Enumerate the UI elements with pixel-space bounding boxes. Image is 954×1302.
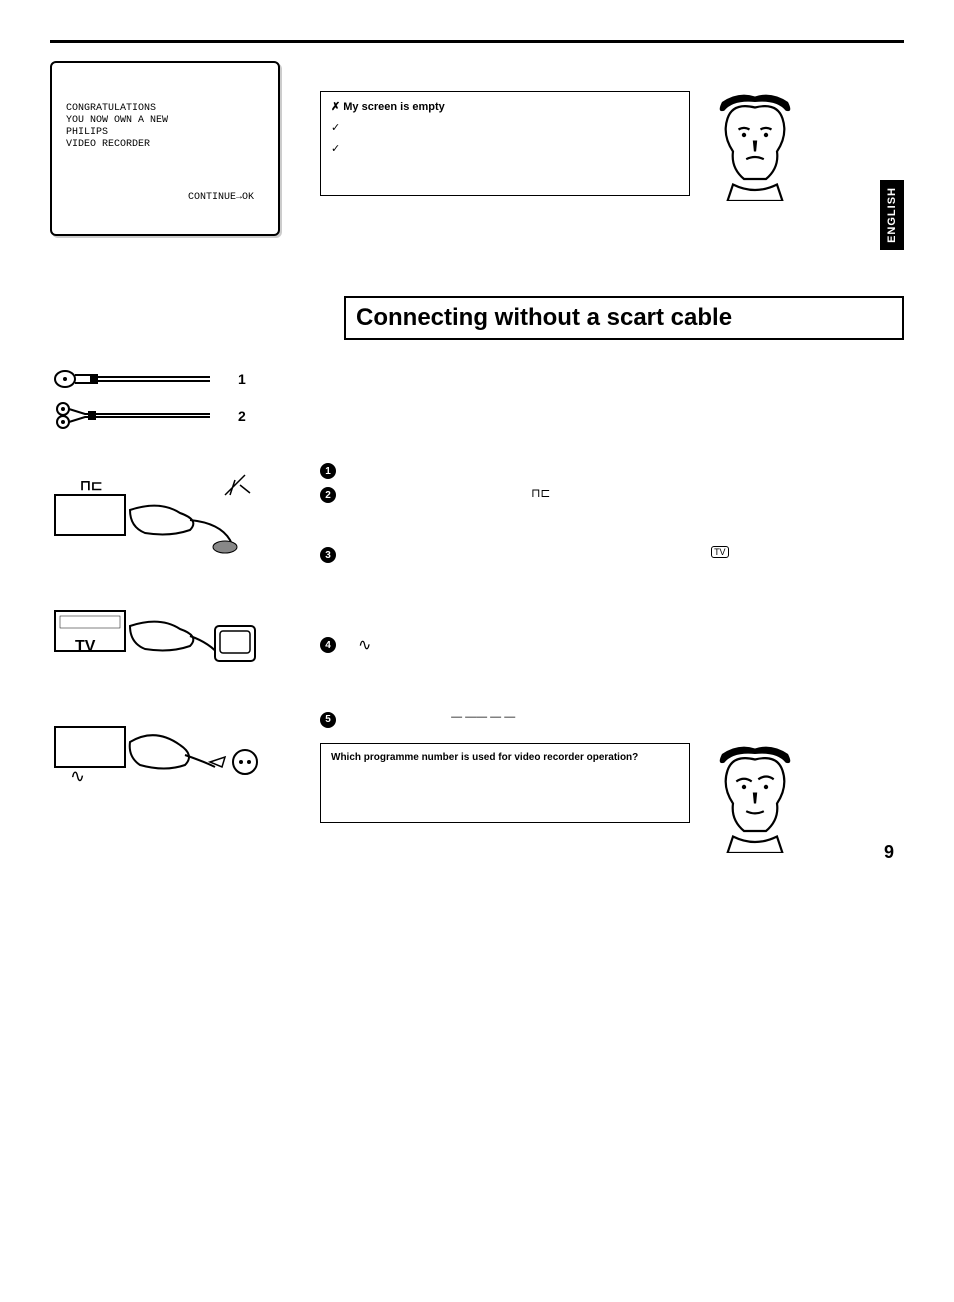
tv-line-4: VIDEO RECORDER <box>66 139 264 151</box>
tip-box-screen-empty: ✗ My screen is empty ✓ ✓ <box>320 91 690 196</box>
svg-text:TV: TV <box>75 638 96 655</box>
intro-text <box>320 360 904 375</box>
cable-illustration-1: 1 <box>50 364 290 394</box>
step-text-5: — —— — — <box>348 710 515 728</box>
tv-continue: CONTINUE→OK <box>66 192 264 204</box>
step-text-2: ⊓⊏ <box>348 485 550 503</box>
svg-text:⊓⊏: ⊓⊏ <box>80 477 103 493</box>
step-number-3: 3 <box>320 547 336 563</box>
tv-line-1: CONGRATULATIONS <box>66 103 264 115</box>
tip2-question: Which programme number is used for video… <box>331 752 679 763</box>
page-number: 9 <box>884 842 894 863</box>
svg-text:∿: ∿ <box>70 766 85 786</box>
hand-illustration-power: ∿ <box>50 697 260 792</box>
step-number-4: 4 <box>320 637 336 653</box>
language-tab: ENGLISH <box>880 180 904 250</box>
top-rule <box>50 40 904 43</box>
hand-illustration-tv: TV <box>50 581 260 676</box>
section-title: Connecting without a scart cable <box>344 296 904 340</box>
tv-symbol-icon: TV <box>711 546 729 558</box>
face-icon-questioning <box>700 743 810 853</box>
step-text-3: TV <box>348 545 729 563</box>
step-number-5: 5 <box>320 712 336 728</box>
step-text-4: ∿ <box>348 635 371 657</box>
tv-screen-illustration: CONGRATULATIONS YOU NOW OWN A NEW PHILIP… <box>50 61 280 236</box>
tip-title: ✗ My screen is empty <box>331 100 679 113</box>
tv-line-3: PHILIPS <box>66 127 264 139</box>
tip-check-1: ✓ <box>331 121 679 134</box>
tip-check-2: ✓ <box>331 142 679 155</box>
sine-symbol-icon: ∿ <box>358 637 371 654</box>
face-icon-frustrated <box>700 91 810 201</box>
language-tab-text: ENGLISH <box>886 187 898 243</box>
cable-illustration-2: 2 <box>50 398 290 433</box>
cable-label-2: 2 <box>238 408 246 424</box>
step-number-2: 2 <box>320 487 336 503</box>
tv-line-2: YOU NOW OWN A NEW <box>66 115 264 127</box>
antenna-symbol-icon: ⊓⊏ <box>531 486 550 500</box>
tip-box-programme: Which programme number is used for video… <box>320 743 690 823</box>
blank-line: — —— — — <box>451 711 515 723</box>
hand-illustration-antenna: ⊓⊏ <box>50 465 260 560</box>
step-text-1 <box>348 461 351 479</box>
cable-label-1: 1 <box>238 371 246 387</box>
step-number-1: 1 <box>320 463 336 479</box>
